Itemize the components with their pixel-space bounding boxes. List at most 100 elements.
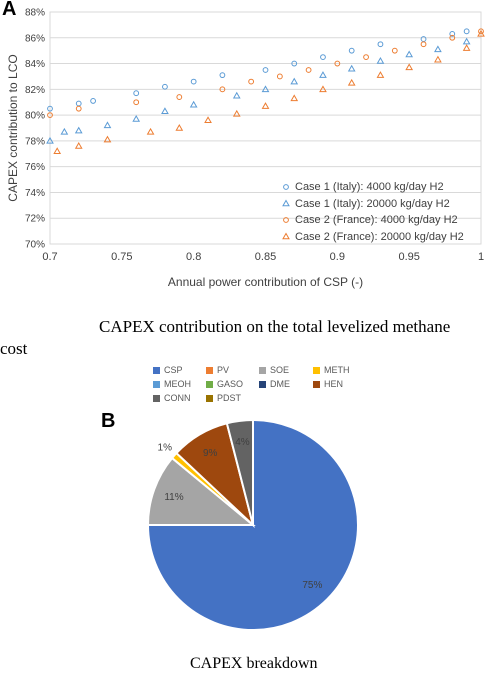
data-point — [463, 28, 470, 35]
panel-b-caption: CAPEX breakdown — [190, 655, 318, 672]
y-tick-label: 80% — [25, 111, 45, 122]
data-point — [420, 41, 427, 48]
data-point — [319, 85, 327, 93]
data-point — [276, 73, 283, 80]
y-tick-label: 78% — [25, 136, 45, 147]
data-point — [47, 105, 53, 112]
data-point — [449, 34, 456, 41]
pie-legend-item: CSP — [153, 365, 183, 375]
legend-label: HEN — [324, 379, 344, 389]
y-tick-label: 72% — [25, 214, 45, 225]
data-point — [320, 54, 326, 61]
data-point — [319, 71, 327, 78]
legend-label: CONN — [164, 393, 191, 403]
legend-swatch — [206, 380, 213, 388]
pie-slice — [170, 451, 254, 526]
pie-data-label: 11% — [164, 492, 183, 503]
panel-a-caption-line2: cost — [0, 339, 28, 358]
data-point — [248, 78, 255, 85]
data-point — [305, 67, 312, 73]
data-point — [74, 142, 83, 149]
legend-swatch — [153, 394, 160, 402]
legend-label: CSP — [164, 365, 183, 375]
panel-b-letter: B — [101, 410, 116, 432]
pie-legend-item: PV — [206, 365, 229, 375]
data-point — [103, 135, 112, 143]
legend-marker — [283, 217, 289, 223]
data-point — [46, 136, 54, 144]
y-tick-label: 88% — [25, 8, 45, 19]
data-point — [477, 29, 485, 37]
legend-label: GASO — [217, 379, 244, 389]
pie-data-label: 9% — [203, 448, 218, 459]
data-point — [434, 55, 442, 63]
data-point — [47, 112, 53, 119]
legend-swatch — [153, 380, 160, 388]
x-tick-label: 0.8 — [186, 251, 201, 263]
y-tick-label: 84% — [25, 59, 45, 70]
x-tick-label: 0.75 — [111, 251, 132, 263]
y-tick-label: 82% — [25, 85, 45, 96]
pie-legend-item: PDST — [206, 393, 241, 403]
data-point — [262, 67, 269, 73]
y-tick-label: 70% — [25, 240, 45, 251]
pie-legend-item: CONN — [153, 393, 191, 403]
y-axis-label: CAPEX contribution to LCO — [6, 54, 20, 201]
data-point — [449, 31, 456, 37]
data-point — [347, 64, 356, 72]
data-point — [478, 28, 484, 35]
legend-item: Case 1 (Italy): 4000 kg/day H2 — [295, 181, 444, 193]
data-point — [60, 127, 69, 135]
data-point — [261, 85, 270, 93]
pie-legend-item: HEN — [313, 379, 343, 389]
data-point — [74, 126, 83, 134]
x-tick-label: 0.95 — [398, 251, 419, 263]
panel-a-caption-line1: CAPEX contribution on the total levelize… — [99, 317, 451, 336]
pie-legend-item: SOE — [259, 365, 289, 375]
data-point — [162, 83, 168, 90]
legend-swatch — [206, 366, 213, 374]
data-point — [204, 116, 212, 124]
data-point — [189, 100, 198, 108]
scatter-chart: 70% 72% 74% 76% 78% 80% 82% 84% 86% 88% 0.7 0.75 0.8… — [6, 8, 485, 289]
pie-data-label: 4% — [235, 437, 250, 448]
legend-marker — [282, 232, 290, 240]
data-point — [347, 78, 356, 86]
data-point — [176, 94, 183, 100]
pie-legend-item: GASO — [206, 379, 243, 389]
data-point — [161, 107, 169, 114]
data-point — [75, 105, 82, 112]
data-point — [462, 44, 471, 51]
data-point — [462, 37, 471, 45]
data-point — [377, 41, 384, 48]
legend-swatch — [259, 380, 266, 388]
legend-swatch — [313, 380, 320, 388]
legend-label: PDST — [217, 393, 242, 403]
x-tick-label: 1 — [478, 251, 484, 263]
legend-swatch — [206, 394, 213, 402]
data-point — [219, 86, 226, 93]
data-point — [405, 63, 414, 71]
data-point — [232, 109, 241, 117]
data-point — [133, 90, 140, 97]
legend-swatch — [153, 366, 160, 374]
pie-slice — [146, 418, 359, 631]
data-point — [232, 91, 241, 99]
data-point — [175, 123, 184, 131]
legend-label: MEOH — [164, 379, 191, 389]
pie-legend-item: MEOH — [153, 379, 191, 389]
y-tick-label: 76% — [25, 162, 45, 173]
data-point — [90, 98, 96, 104]
pie-legend-item: METH — [313, 365, 350, 375]
x-axis-label: Annual power contribution of CSP (-) — [168, 275, 363, 289]
pie-data-label: 75% — [302, 580, 322, 591]
data-point — [334, 60, 341, 67]
data-point — [132, 114, 141, 122]
pie-slice — [225, 418, 254, 526]
pie-slice — [175, 422, 255, 529]
x-tick-label: 0.85 — [255, 251, 276, 263]
legend-item: Case 2 (France): 4000 kg/day H2 — [295, 214, 458, 226]
y-tick-label: 86% — [25, 33, 45, 44]
data-point — [261, 102, 270, 109]
legend-swatch — [313, 366, 320, 374]
